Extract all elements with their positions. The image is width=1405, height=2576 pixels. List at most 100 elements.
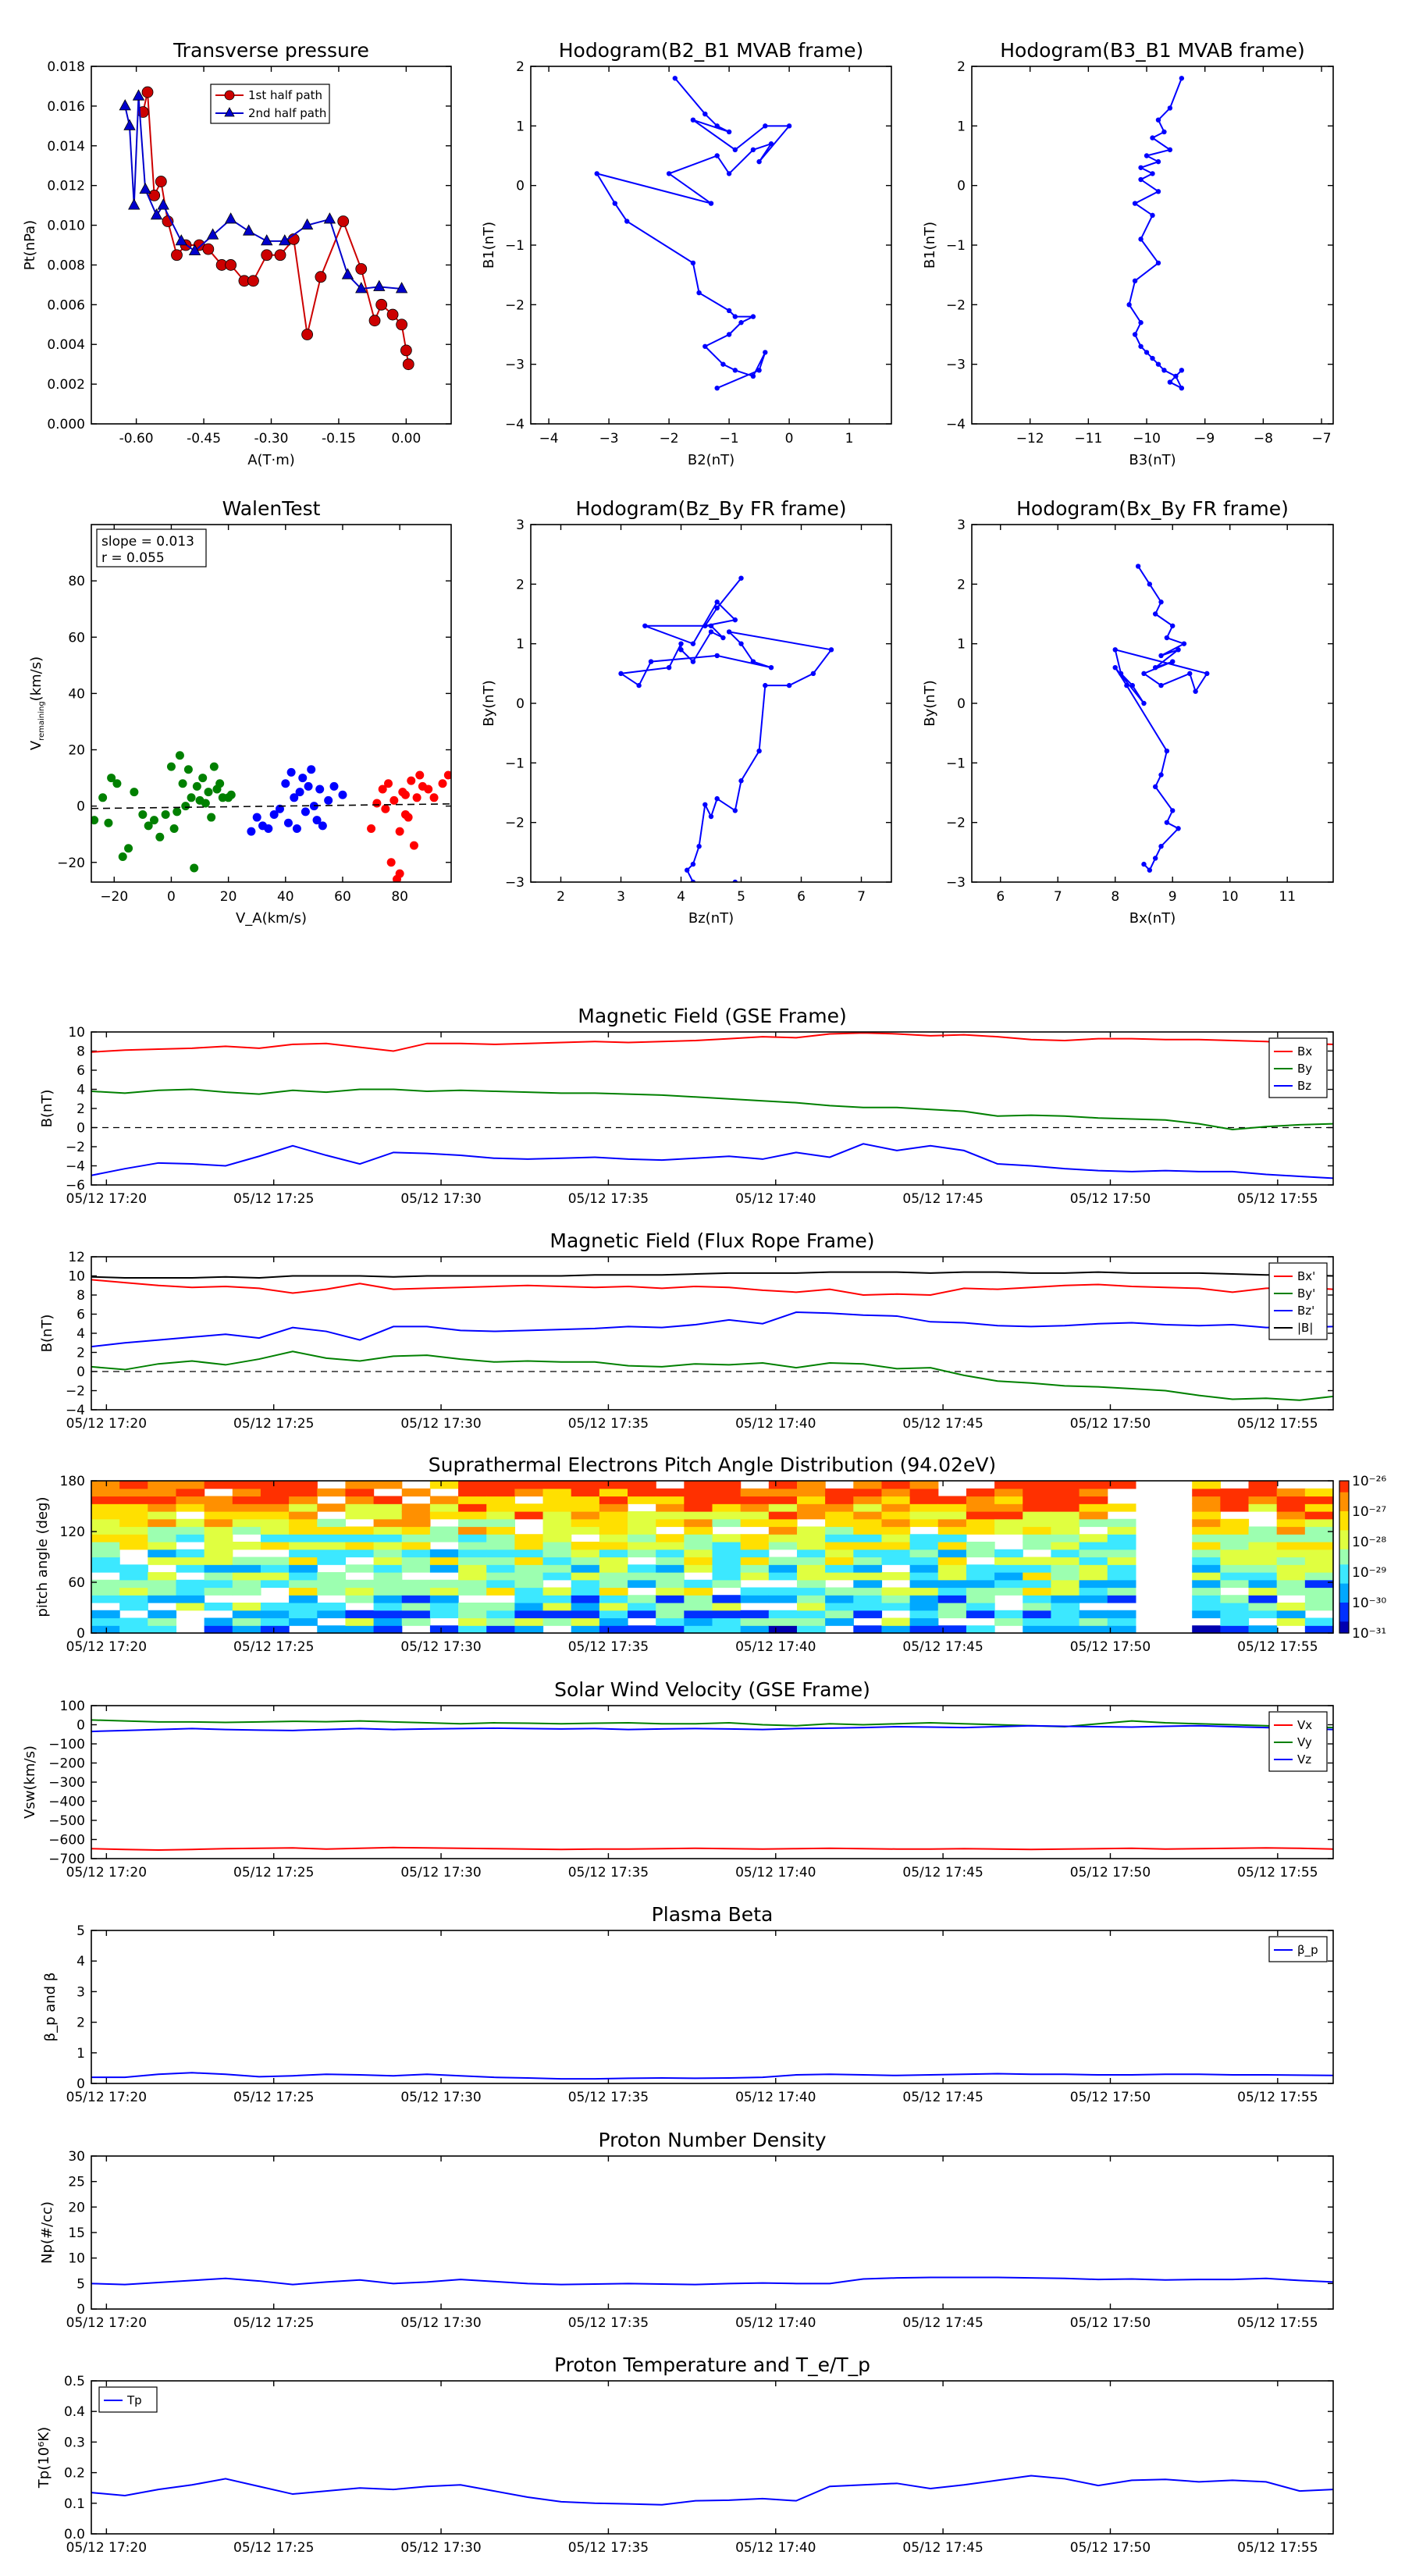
h4-point <box>1176 826 1181 831</box>
pad-cell <box>317 1488 347 1497</box>
h4-point <box>1170 623 1176 628</box>
pad-cell <box>937 1534 967 1542</box>
pad-cell <box>1304 1496 1334 1504</box>
h3-point <box>786 682 792 688</box>
h4-point <box>1170 659 1176 664</box>
pad-cell <box>1276 1503 1306 1512</box>
pad-cell <box>1023 1610 1052 1619</box>
pad-cell <box>768 1481 798 1489</box>
pad-cell <box>1248 1564 1278 1573</box>
walen-point <box>395 827 404 836</box>
pad-cell <box>260 1603 290 1611</box>
tp-xtick-label: 05/12 17:30 <box>400 2540 481 2556</box>
pad-cell <box>1051 1518 1080 1528</box>
pad-cell <box>599 1542 628 1550</box>
h2-ytick-label: −1 <box>946 238 966 254</box>
pad-cell <box>937 1557 967 1565</box>
vsw-ytick-label: −500 <box>48 1813 85 1829</box>
h1-point <box>732 147 738 153</box>
pad-colorbar-segment <box>1339 1514 1349 1520</box>
h4-point <box>1193 688 1198 694</box>
pad-cell <box>486 1518 515 1528</box>
h1-point <box>672 76 678 81</box>
pad-cell <box>289 1496 318 1504</box>
pad-cell <box>345 1488 375 1497</box>
pt-point <box>395 282 408 294</box>
pad-ytick-label: 0 <box>76 1626 85 1642</box>
pad-cell <box>881 1496 911 1504</box>
pad-cell <box>1248 1549 1278 1558</box>
h3-point <box>708 629 714 635</box>
pad-cell <box>260 1610 290 1619</box>
bfr-ytick-label: 0 <box>76 1364 85 1380</box>
bgse-ytick-label: −6 <box>66 1178 85 1194</box>
pad-cell <box>260 1542 290 1550</box>
pad-cell <box>1079 1496 1108 1504</box>
pad-cell <box>176 1587 205 1596</box>
pad-cell <box>317 1572 347 1581</box>
pad-cell <box>514 1595 544 1603</box>
pad-cell <box>289 1587 318 1596</box>
pad-cell <box>148 1526 177 1535</box>
pad-title: Suprathermal Electrons Pitch Angle Distr… <box>429 1453 996 1476</box>
pad-cell <box>628 1488 656 1497</box>
pad-cell <box>853 1488 883 1497</box>
np-ytick-label: 5 <box>76 2276 85 2292</box>
h2-ytick-label: 0 <box>957 179 966 194</box>
h4-point <box>1152 611 1158 617</box>
pad-cell <box>260 1481 290 1489</box>
pad-cell <box>1248 1481 1278 1489</box>
pad-cell <box>345 1617 375 1626</box>
pad-cell <box>1192 1511 1221 1520</box>
walen-point <box>209 762 219 771</box>
pad-cell <box>656 1518 685 1528</box>
pad-cell <box>486 1526 515 1535</box>
tp-ytick-label: 0.2 <box>64 2466 85 2482</box>
pad-cell <box>1079 1579 1108 1589</box>
pad-cell <box>1248 1625 1278 1634</box>
pad-cell <box>1051 1625 1080 1634</box>
pad-cell <box>458 1488 487 1497</box>
h1-ytick-label: −4 <box>505 417 525 432</box>
pad-cell <box>628 1625 656 1634</box>
pad-cell <box>176 1603 205 1611</box>
pad-cell <box>881 1481 911 1489</box>
pad-cell <box>909 1579 939 1589</box>
pad-cell <box>937 1595 967 1603</box>
pad-cell <box>1248 1534 1278 1542</box>
h4-xtick-label: 9 <box>1168 889 1177 905</box>
pad-cell <box>909 1557 939 1565</box>
pad-cell <box>1220 1579 1250 1589</box>
bgse-series-Bx <box>91 1032 1334 1053</box>
pad-cell <box>628 1549 656 1558</box>
pad-cell <box>571 1617 600 1626</box>
pad-cell <box>1051 1595 1080 1603</box>
pad-cell <box>599 1579 628 1589</box>
pad-cell <box>1304 1503 1334 1512</box>
pt-point <box>171 249 183 262</box>
pad-cell <box>656 1603 685 1611</box>
pt-legend-label-1: 1st half path <box>248 88 322 102</box>
pad-cell <box>881 1534 911 1542</box>
pad-cell <box>684 1587 713 1596</box>
pad-cell <box>204 1534 233 1542</box>
h1-point <box>612 201 617 206</box>
pt-point <box>337 215 350 227</box>
pt-point <box>261 249 273 262</box>
h3-point <box>714 795 720 802</box>
tp-xtick-label: 05/12 17:45 <box>902 2540 983 2556</box>
pt-point <box>301 329 314 340</box>
vsw-ytick-label: −200 <box>48 1756 85 1772</box>
pad-cell <box>656 1587 685 1596</box>
pad-cell <box>458 1481 487 1489</box>
pad-cell <box>148 1496 177 1504</box>
h1-point <box>690 117 696 123</box>
pad-cell <box>599 1503 628 1512</box>
beta-xtick-label: 05/12 17:40 <box>735 2090 816 2105</box>
bfr-legend-label: |B| <box>1297 1321 1313 1335</box>
pad-cell <box>458 1518 487 1528</box>
pad-cell <box>881 1625 911 1634</box>
pad-cell <box>429 1503 459 1512</box>
pad-cell <box>966 1518 995 1528</box>
pt-xtick-label: 0.00 <box>391 431 421 447</box>
